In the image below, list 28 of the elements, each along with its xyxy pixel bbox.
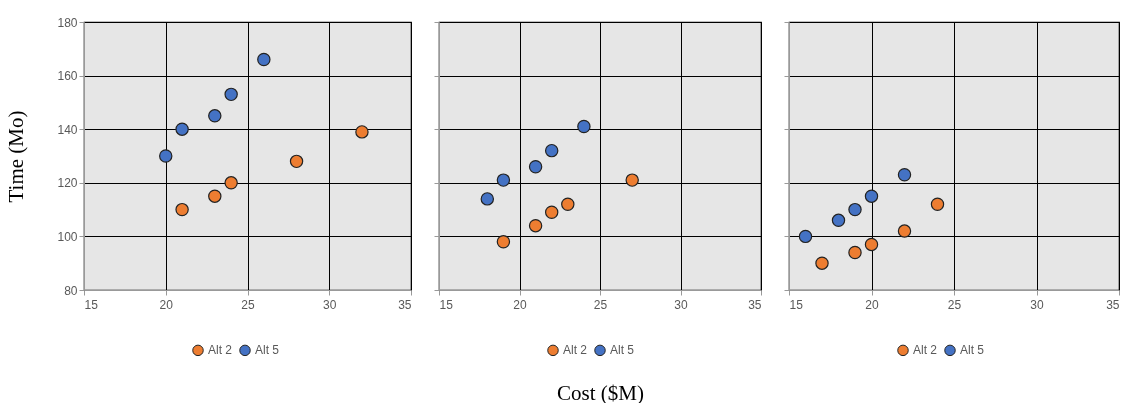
x-tick-label: 30 [1030,297,1044,312]
legend-label: Alt 5 [960,343,985,358]
y-axis-title: Time (Mo) [4,110,29,203]
y-tick-label: 120 [57,176,78,191]
legend-label: Alt 5 [610,343,635,358]
x-tick-label: 35 [748,297,762,312]
x-tick-label: 25 [593,297,608,312]
x-tick-label: 15 [84,297,99,312]
x-tick-label: 25 [947,297,962,312]
legend-label: Alt 2 [563,343,588,358]
x-tick-label: 20 [159,297,174,312]
x-tick-label: 15 [789,297,804,312]
y-tick-label: 160 [57,69,78,84]
x-tick-label: 15 [439,297,454,312]
x-tick-label: 30 [674,297,688,312]
x-tick-label: 35 [398,297,412,312]
y-tick-label: 140 [57,122,78,137]
x-tick-label: 20 [513,297,527,312]
y-tick-label: 80 [64,283,78,298]
legend-label: Alt 2 [913,343,938,358]
y-tick-label: 100 [57,229,78,244]
legend-label: Alt 5 [255,343,280,358]
x-tick-label: 20 [865,297,879,312]
x-tick-label: 25 [241,297,255,312]
legend-label: Alt 2 [208,343,233,358]
x-tick-label: 35 [1106,297,1120,312]
x-tick-label: 30 [323,297,337,312]
y-tick-label: 180 [57,15,78,30]
